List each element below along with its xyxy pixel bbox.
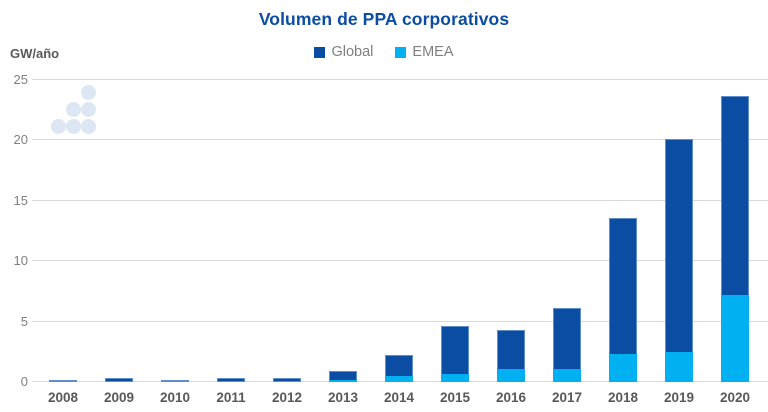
x-tick-label: 2009 bbox=[103, 390, 135, 405]
gridline bbox=[32, 199, 768, 201]
x-tick-label: 2008 bbox=[47, 390, 79, 405]
x-tick-label: 2018 bbox=[607, 390, 639, 405]
gridline bbox=[32, 260, 768, 262]
plot-area bbox=[32, 79, 768, 382]
x-axis: 2008 2009 2010 2011 2012 2013 2014 2015 2016 2017… bbox=[32, 390, 768, 408]
x-tick-label: 2019 bbox=[663, 390, 695, 405]
x-tick-label: 2013 bbox=[327, 390, 359, 405]
chart-title: Volumen de PPA corporativos bbox=[258, 9, 510, 29]
bar-global-2013 bbox=[329, 371, 357, 382]
bar-emea-2016 bbox=[497, 368, 525, 382]
y-tick-label: 0 bbox=[20, 374, 28, 389]
x-tick-label: 2016 bbox=[495, 390, 527, 405]
bar-global-2010 bbox=[161, 380, 189, 382]
y-tick-label: 25 bbox=[13, 72, 28, 87]
bar-global-2011 bbox=[217, 377, 245, 382]
bar-emea-2014 bbox=[385, 375, 413, 382]
x-tick-label: 2012 bbox=[271, 390, 303, 405]
gridline bbox=[32, 79, 768, 80]
bar-emea-2019 bbox=[665, 351, 693, 382]
y-tick-label: 5 bbox=[20, 313, 28, 329]
bar-global-2019 bbox=[665, 139, 693, 382]
x-tick-label: 2017 bbox=[551, 390, 583, 405]
bar-emea-2015 bbox=[441, 373, 469, 382]
y-tick-label: 15 bbox=[13, 192, 28, 208]
bar-emea-2020 bbox=[721, 295, 749, 382]
y-axis-unit-label: GW/año bbox=[10, 46, 60, 61]
global-series-swatch-icon bbox=[314, 46, 326, 58]
y-tick-label: 20 bbox=[13, 132, 28, 148]
legend-label-emea: EMEA bbox=[412, 44, 454, 60]
bar-global-2009 bbox=[105, 377, 133, 382]
y-axis: 0 5 10 15 20 25 bbox=[0, 72, 28, 389]
x-tick-label: 2011 bbox=[216, 390, 246, 405]
x-tick-label: 2015 bbox=[439, 390, 471, 405]
bar-emea-2018 bbox=[609, 354, 637, 382]
legend-item-emea: EMEA bbox=[395, 44, 454, 60]
legend-label-global: Global bbox=[331, 44, 374, 60]
emea-series-swatch-icon bbox=[395, 46, 407, 58]
bar-global-2008 bbox=[49, 380, 77, 382]
gridline bbox=[32, 139, 768, 141]
x-tick-label: 2010 bbox=[159, 390, 191, 405]
bar-emea-2017 bbox=[553, 368, 581, 382]
y-tick-label: 10 bbox=[13, 253, 28, 269]
bar-global-2012 bbox=[273, 377, 301, 382]
bar-emea-2013 bbox=[329, 379, 357, 382]
legend-item-global: Global bbox=[314, 44, 373, 60]
bar-global-2015 bbox=[441, 326, 469, 382]
x-tick-label: 2020 bbox=[719, 390, 751, 405]
x-tick-label: 2014 bbox=[383, 390, 415, 405]
gridline bbox=[32, 320, 768, 322]
legend: Global EMEA bbox=[0, 44, 768, 60]
